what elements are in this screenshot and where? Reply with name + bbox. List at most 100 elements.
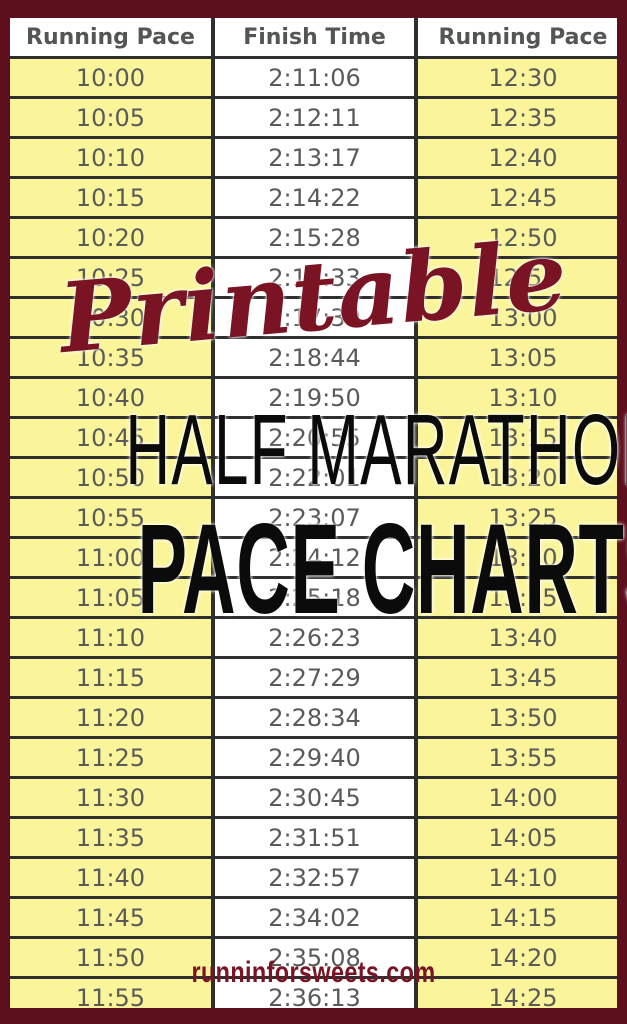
table-row: 11:00 2:24:12 13:30 [10, 537, 617, 579]
cell-finish-time: 2:35:08 [213, 937, 418, 979]
table-body: 10:00 2:11:06 12:30 10:05 2:12:11 12:35 10:10 2… [10, 57, 617, 1008]
cell-running-pace: 11:45 [10, 897, 215, 939]
table-row: 11:50 2:35:08 14:20 [10, 937, 617, 979]
cell-running-pace: 11:00 [10, 537, 215, 579]
table-row: 11:20 2:28:34 13:50 [10, 697, 617, 739]
cell-running-pace: 11:25 [10, 737, 215, 779]
table-row: 11:30 2:30:45 14:00 [10, 777, 617, 819]
cell-running-pace: 10:10 [10, 137, 215, 179]
cell-finish-time: 2:34:02 [213, 897, 418, 939]
table-row: 11:40 2:32:57 14:10 [10, 857, 617, 899]
cell-running-pace-2: 13:10 [416, 377, 617, 419]
header-finish-time: Finish Time [213, 18, 418, 59]
pace-table-container: Running Pace Finish Time Running Pace 10… [10, 18, 617, 1008]
cell-running-pace-2: 13:00 [416, 297, 617, 339]
cell-finish-time: 2:11:06 [213, 57, 418, 99]
cell-running-pace: 10:55 [10, 497, 215, 539]
cell-running-pace-2: 13:15 [416, 417, 617, 459]
cell-finish-time: 2:17:39 [213, 297, 418, 339]
header-running-pace: Running Pace [10, 18, 215, 59]
cell-finish-time: 2:20:55 [213, 417, 418, 459]
cell-running-pace: 10:35 [10, 337, 215, 379]
cell-finish-time: 2:26:23 [213, 617, 418, 659]
cell-running-pace-2: 12:40 [416, 137, 617, 179]
cell-running-pace-2: 14:25 [416, 977, 617, 1008]
cell-running-pace-2: 14:00 [416, 777, 617, 819]
cell-running-pace-2: 13:35 [416, 577, 617, 619]
cell-running-pace: 11:10 [10, 617, 215, 659]
table-row: 10:00 2:11:06 12:30 [10, 57, 617, 99]
table-row: 11:45 2:34:02 14:15 [10, 897, 617, 939]
table-row: 11:55 2:36:13 14:25 [10, 977, 617, 1008]
cell-running-pace-2: 13:50 [416, 697, 617, 739]
cell-running-pace: 10:40 [10, 377, 215, 419]
cell-running-pace-2: 13:30 [416, 537, 617, 579]
table-row: 10:30 2:17:39 13:00 [10, 297, 617, 339]
cell-running-pace: 11:30 [10, 777, 215, 819]
table-row: 10:55 2:23:07 13:25 [10, 497, 617, 539]
cell-running-pace: 11:40 [10, 857, 215, 899]
cell-running-pace: 11:35 [10, 817, 215, 859]
cell-running-pace-2: 14:15 [416, 897, 617, 939]
table-row: 10:25 2:16:33 12:55 [10, 257, 617, 299]
cell-running-pace-2: 13:40 [416, 617, 617, 659]
cell-finish-time: 2:12:11 [213, 97, 418, 139]
cell-running-pace: 10:15 [10, 177, 215, 219]
cell-running-pace: 10:50 [10, 457, 215, 499]
cell-finish-time: 2:28:34 [213, 697, 418, 739]
cell-running-pace: 11:15 [10, 657, 215, 699]
table-row: 10:20 2:15:28 12:50 [10, 217, 617, 259]
pace-table: Running Pace Finish Time Running Pace 10… [10, 18, 617, 1008]
table-row: 10:40 2:19:50 13:10 [10, 377, 617, 419]
cell-finish-time: 2:19:50 [213, 377, 418, 419]
cell-running-pace: 10:45 [10, 417, 215, 459]
cell-running-pace-2: 12:35 [416, 97, 617, 139]
cell-running-pace-2: 12:45 [416, 177, 617, 219]
table-row: 11:15 2:27:29 13:45 [10, 657, 617, 699]
table-row: 11:25 2:29:40 13:55 [10, 737, 617, 779]
cell-running-pace: 10:25 [10, 257, 215, 299]
cell-running-pace: 10:20 [10, 217, 215, 259]
cell-running-pace-2: 13:45 [416, 657, 617, 699]
cell-running-pace: 11:05 [10, 577, 215, 619]
cell-running-pace: 10:00 [10, 57, 215, 99]
table-row: 10:45 2:20:55 13:15 [10, 417, 617, 459]
cell-running-pace-2: 14:20 [416, 937, 617, 979]
table-row: 11:35 2:31:51 14:05 [10, 817, 617, 859]
cell-finish-time: 2:23:07 [213, 497, 418, 539]
cell-running-pace-2: 13:25 [416, 497, 617, 539]
cell-finish-time: 2:30:45 [213, 777, 418, 819]
cell-running-pace-2: 13:20 [416, 457, 617, 499]
cell-finish-time: 2:18:44 [213, 337, 418, 379]
cell-running-pace: 10:05 [10, 97, 215, 139]
cell-finish-time: 2:27:29 [213, 657, 418, 699]
table-row: 10:15 2:14:22 12:45 [10, 177, 617, 219]
cell-finish-time: 2:24:12 [213, 537, 418, 579]
cell-finish-time: 2:25:18 [213, 577, 418, 619]
cell-running-pace-2: 14:05 [416, 817, 617, 859]
cell-finish-time: 2:16:33 [213, 257, 418, 299]
cell-running-pace: 10:30 [10, 297, 215, 339]
table-row: 11:05 2:25:18 13:35 [10, 577, 617, 619]
table-row: 10:50 2:22:01 13:20 [10, 457, 617, 499]
cell-finish-time: 2:29:40 [213, 737, 418, 779]
cell-finish-time: 2:36:13 [213, 977, 418, 1008]
table-row: 10:05 2:12:11 12:35 [10, 97, 617, 139]
header-running-pace-2: Running Pace [416, 18, 617, 59]
table-row: 11:10 2:26:23 13:40 [10, 617, 617, 659]
table-row: 10:35 2:18:44 13:05 [10, 337, 617, 379]
table-header-row: Running Pace Finish Time Running Pace [10, 18, 617, 59]
cell-running-pace-2: 12:55 [416, 257, 617, 299]
cell-running-pace-2: 14:10 [416, 857, 617, 899]
cell-finish-time: 2:22:01 [213, 457, 418, 499]
cell-finish-time: 2:13:17 [213, 137, 418, 179]
cell-running-pace-2: 12:50 [416, 217, 617, 259]
cell-running-pace: 11:55 [10, 977, 215, 1008]
table-row: 10:10 2:13:17 12:40 [10, 137, 617, 179]
cell-running-pace-2: 13:05 [416, 337, 617, 379]
cell-finish-time: 2:32:57 [213, 857, 418, 899]
cell-running-pace: 11:20 [10, 697, 215, 739]
cell-running-pace-2: 13:55 [416, 737, 617, 779]
cell-finish-time: 2:31:51 [213, 817, 418, 859]
